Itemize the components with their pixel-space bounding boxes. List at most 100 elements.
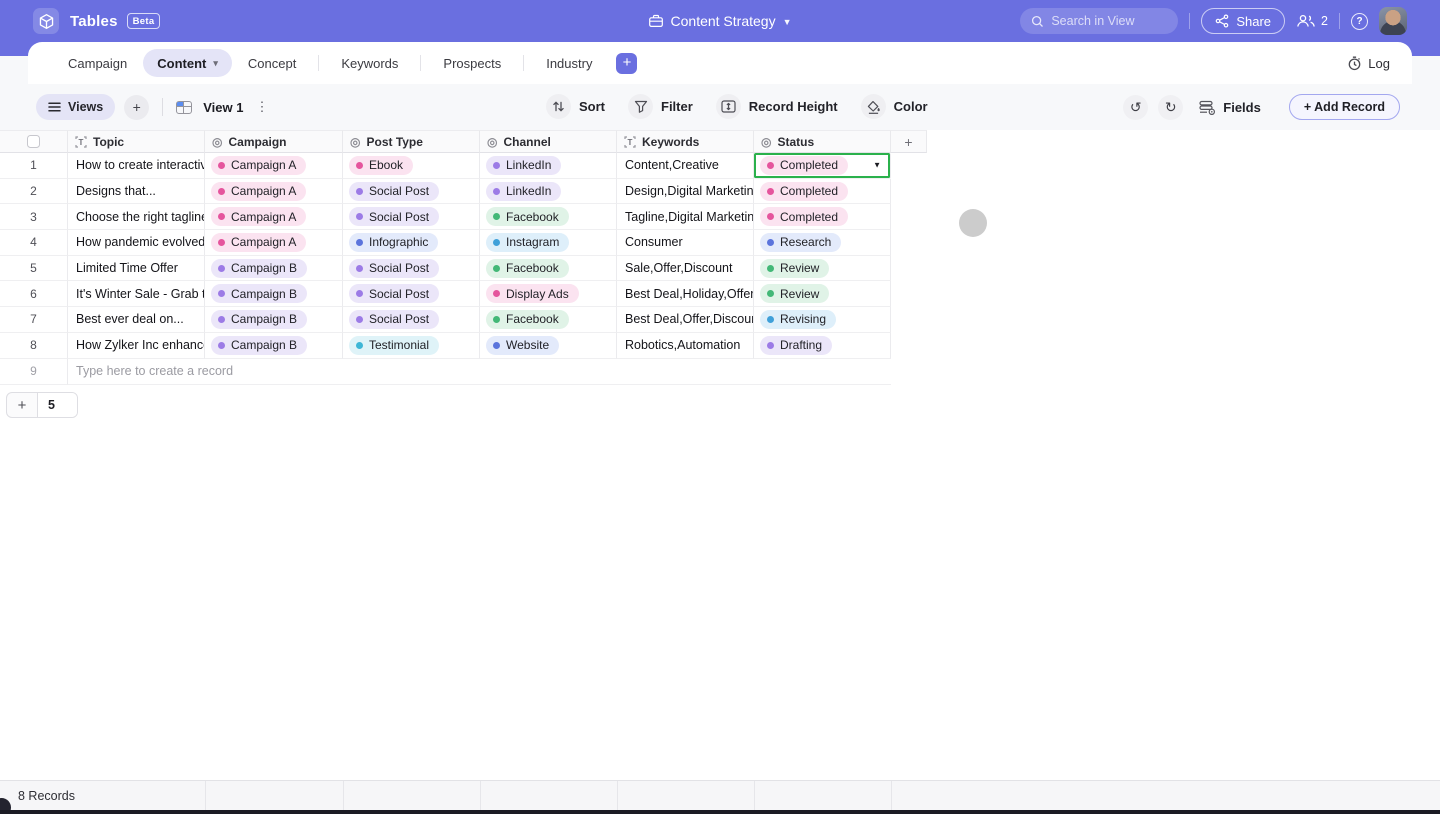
cell-post-type[interactable]: Social Post: [343, 307, 480, 333]
cell-status[interactable]: Review: [754, 281, 891, 308]
cell-channel[interactable]: LinkedIn: [480, 178, 617, 205]
user-avatar[interactable]: [1379, 7, 1407, 35]
cell-status[interactable]: Completed ▼: [754, 153, 891, 179]
share-button[interactable]: Share: [1201, 8, 1286, 34]
cell-channel[interactable]: Facebook: [480, 255, 617, 282]
new-row-number[interactable]: 9: [0, 358, 68, 385]
row-number[interactable]: 2: [0, 178, 68, 205]
cell-post-type[interactable]: Social Post: [343, 255, 480, 282]
row-number[interactable]: 1: [0, 153, 68, 179]
views-button[interactable]: Views: [36, 94, 116, 120]
column-header-keywords[interactable]: T Keywords: [617, 130, 754, 153]
cell-topic[interactable]: Best ever deal on...: [68, 307, 205, 333]
cell-channel[interactable]: Facebook: [480, 307, 617, 333]
cell-keywords[interactable]: Sale,Offer,Discount: [617, 255, 754, 282]
cell-post-type[interactable]: Social Post: [343, 204, 480, 231]
cell-keywords[interactable]: Best Deal,Offer,Discount: [617, 307, 754, 333]
add-rows-button[interactable]: +: [17, 396, 27, 414]
tab-prospects[interactable]: Prospects: [429, 49, 515, 77]
row-number[interactable]: 6: [0, 281, 68, 308]
column-header-post-type[interactable]: ◎ Post Type: [343, 130, 480, 153]
fields-button[interactable]: Fields: [1199, 100, 1261, 115]
cell-keywords[interactable]: Best Deal,Holiday,Offer: [617, 281, 754, 308]
cell-keywords[interactable]: Robotics,Automation: [617, 332, 754, 359]
search-in-view[interactable]: [1020, 8, 1179, 34]
tab-industry[interactable]: Industry: [532, 49, 606, 77]
tab-content[interactable]: Content ▾: [143, 49, 232, 77]
cell-channel[interactable]: Display Ads: [480, 281, 617, 308]
cell-keywords[interactable]: Content,Creative: [617, 153, 754, 179]
cell-topic[interactable]: Limited Time Offer: [68, 255, 205, 282]
search-input[interactable]: [1051, 14, 1162, 28]
sort-button[interactable]: Sort: [546, 94, 605, 119]
cell-post-type[interactable]: Ebook: [343, 153, 480, 179]
row-number[interactable]: 5: [0, 255, 68, 282]
add-view-button[interactable]: +: [124, 94, 150, 120]
row-number[interactable]: 4: [0, 230, 68, 256]
cell-campaign[interactable]: Campaign A: [205, 204, 343, 231]
tab-keywords[interactable]: Keywords: [327, 49, 412, 77]
column-header-campaign[interactable]: ◎ Campaign: [205, 130, 343, 153]
column-header-topic[interactable]: T Topic: [68, 130, 205, 153]
add-record-button[interactable]: + Add Record: [1288, 94, 1400, 120]
cell-channel[interactable]: Facebook: [480, 204, 617, 231]
cell-status[interactable]: Drafting: [754, 332, 891, 359]
cell-post-type[interactable]: Infographic: [343, 230, 480, 256]
row-number[interactable]: 3: [0, 204, 68, 231]
new-record-input[interactable]: Type here to create a record: [68, 359, 891, 385]
view-options-kebab-icon[interactable]: ⋮: [255, 99, 270, 114]
add-rows-count-input[interactable]: 5: [37, 393, 77, 417]
column-header-channel[interactable]: ◎ Channel: [480, 130, 617, 153]
select-all-checkbox[interactable]: [27, 135, 40, 148]
cell-topic[interactable]: How Zylker Inc enhance...: [68, 332, 205, 359]
status-dropdown-caret-icon[interactable]: ▼: [873, 160, 881, 170]
row-number[interactable]: 7: [0, 307, 68, 333]
tab-bar: Campaign Content ▾ Concept Keywords Prospects…: [28, 42, 1412, 84]
cell-status[interactable]: Completed: [754, 178, 891, 205]
cell-keywords[interactable]: Design,Digital Marketing: [617, 178, 754, 205]
cell-status[interactable]: Review: [754, 255, 891, 282]
collaborators-button[interactable]: 2: [1296, 14, 1328, 28]
row-number[interactable]: 8: [0, 332, 68, 359]
chip-label: Infographic: [369, 235, 429, 250]
cell-campaign[interactable]: Campaign B: [205, 307, 343, 333]
record-height-button[interactable]: Record Height: [715, 94, 838, 119]
filter-button[interactable]: Filter: [628, 94, 693, 119]
view-name[interactable]: View 1: [203, 99, 244, 115]
cell-topic[interactable]: It's Winter Sale - Grab th...: [68, 281, 205, 308]
cell-topic[interactable]: Designs that...: [68, 178, 205, 205]
workspace-switcher[interactable]: Content Strategy ▼: [649, 0, 791, 42]
cell-status[interactable]: Research: [754, 230, 891, 256]
cell-topic[interactable]: Choose the right tagline...: [68, 204, 205, 231]
chip-label: Display Ads: [506, 286, 569, 301]
cell-post-type[interactable]: Social Post: [343, 178, 480, 205]
cell-campaign[interactable]: Campaign B: [205, 281, 343, 308]
cell-post-type[interactable]: Testimonial: [343, 332, 480, 359]
cell-keywords[interactable]: Consumer: [617, 230, 754, 256]
cell-channel[interactable]: Instagram: [480, 230, 617, 256]
cell-campaign[interactable]: Campaign B: [205, 332, 343, 359]
cell-campaign[interactable]: Campaign B: [205, 255, 343, 282]
cell-channel[interactable]: LinkedIn: [480, 153, 617, 179]
column-header-status[interactable]: ◎ Status: [754, 130, 891, 153]
tab-concept[interactable]: Concept: [234, 49, 310, 77]
tab-campaign[interactable]: Campaign: [54, 49, 141, 77]
cell-keywords[interactable]: Tagline,Digital Marketing: [617, 204, 754, 231]
undo-button[interactable]: ↺: [1123, 94, 1149, 120]
cell-campaign[interactable]: Campaign A: [205, 230, 343, 256]
help-icon[interactable]: ?: [1351, 12, 1368, 30]
add-table-button[interactable]: +: [616, 52, 638, 74]
color-button[interactable]: Color: [860, 94, 928, 119]
cell-post-type[interactable]: Social Post: [343, 281, 480, 308]
cell-topic[interactable]: How to create interactiv...: [68, 153, 205, 179]
cell-channel[interactable]: Website: [480, 332, 617, 359]
log-button[interactable]: Log: [1347, 56, 1390, 71]
cell-status[interactable]: Revising: [754, 307, 891, 333]
add-column-button[interactable]: +: [891, 130, 927, 153]
cell-topic[interactable]: How pandemic evolved...: [68, 230, 205, 256]
redo-button[interactable]: ↻: [1158, 94, 1184, 120]
app-logo-icon[interactable]: [33, 8, 59, 34]
cell-campaign[interactable]: Campaign A: [205, 153, 343, 179]
cell-campaign[interactable]: Campaign A: [205, 178, 343, 205]
cell-status[interactable]: Completed: [754, 204, 891, 231]
